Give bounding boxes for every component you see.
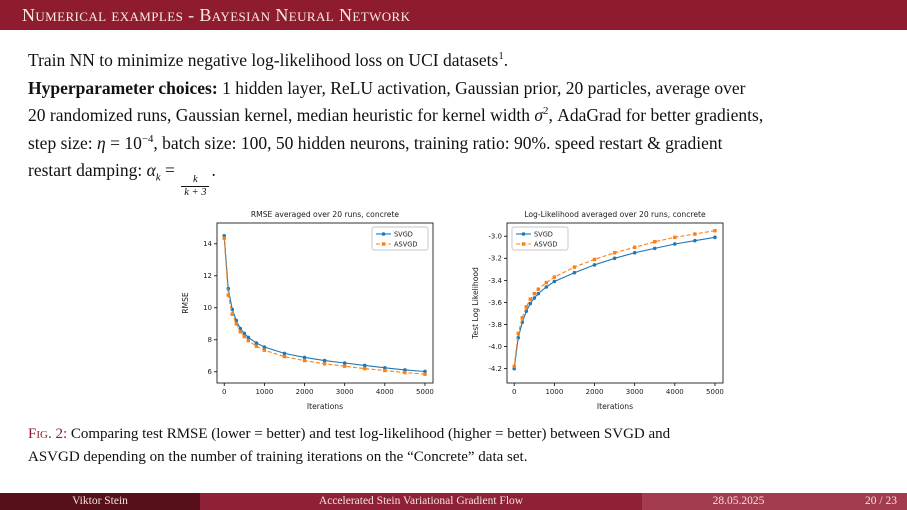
caption-line-1: Comparing test RMSE (lower = better) and… (67, 425, 671, 442)
svg-text:Test Log Likelihood: Test Log Likelihood (471, 267, 480, 340)
svg-text:ASVGD: ASVGD (534, 240, 557, 248)
step-size-exponent: −4 (141, 132, 154, 145)
fraction-denominator: k + 3 (184, 186, 207, 198)
svg-text:10: 10 (203, 304, 212, 312)
footer-author: Viktor Stein (0, 493, 200, 510)
alpha-symbol: α (146, 160, 156, 180)
svg-text:5000: 5000 (416, 388, 434, 396)
figure-label: Fig. 2: (28, 425, 68, 442)
svg-text:-4.0: -4.0 (488, 343, 502, 351)
footer-presentation-title: Accelerated Stein Variational Gradient F… (200, 493, 642, 510)
svg-text:Iterations: Iterations (306, 402, 342, 411)
intro-period: . (503, 50, 509, 70)
slide-header: Numerical examples - Bayesian Neural Net… (0, 0, 907, 30)
eta-symbol: η (97, 132, 106, 153)
hyper-l4-period: . (211, 160, 216, 180)
hyper-line-2: 20 randomized runs, Gaussian kernel, med… (28, 102, 881, 130)
hyper-l3-text: step size: (28, 132, 98, 153)
sigma-symbol: σ (534, 105, 544, 125)
caption-line-2: ASVGD depending on the number of trainin… (28, 448, 528, 465)
equals-sign: = (160, 160, 180, 180)
hyper-l4-text: restart damping: (28, 160, 147, 180)
svg-text:-3.6: -3.6 (488, 299, 502, 307)
svg-text:RMSE averaged over 20 runs, co: RMSE averaged over 20 runs, concrete (250, 210, 399, 219)
svg-text:1000: 1000 (545, 388, 563, 396)
svg-text:-3.8: -3.8 (488, 321, 502, 329)
svg-text:Iterations: Iterations (596, 402, 632, 411)
svg-text:2000: 2000 (295, 388, 313, 396)
intro-line: Train NN to minimize negative log-likeli… (28, 47, 881, 75)
svg-text:ASVGD: ASVGD (394, 240, 417, 248)
svg-text:4000: 4000 (375, 388, 393, 396)
slide-title: Numerical examples - Bayesian Neural Net… (22, 4, 411, 25)
hyper-l2-rest: , AdaGrad for better gradients, (548, 105, 764, 125)
hyper-lead: Hyperparameter choices: (28, 77, 218, 98)
svg-text:8: 8 (207, 336, 211, 344)
svg-text:1000: 1000 (255, 388, 273, 396)
svg-text:-3.2: -3.2 (488, 255, 502, 263)
hyper-line-3: step size: η = 10−4, batch size: 100, 50… (28, 130, 881, 158)
svg-text:RMSE: RMSE (181, 292, 190, 314)
svg-text:3000: 3000 (335, 388, 353, 396)
svg-text:12: 12 (203, 272, 212, 280)
svg-text:0: 0 (221, 388, 225, 396)
svg-text:2000: 2000 (585, 388, 603, 396)
figure-caption: Fig. 2: Comparing test RMSE (lower = bet… (28, 423, 881, 469)
rmse-chart: 0 1000 2000 3000 4000 5000 6 8 10 12 14 RMSE averag… (181, 210, 434, 411)
figure-row: 0 1000 2000 3000 4000 5000 6 8 10 12 14 RMSE averag… (28, 206, 881, 412)
svg-text:0: 0 (511, 388, 515, 396)
hyper-line-1: Hyperparameter choices: 1 hidden layer, … (28, 75, 881, 103)
svg-text:6: 6 (207, 368, 212, 376)
footnote-marker: 1 (498, 50, 504, 63)
svg-text:3000: 3000 (625, 388, 643, 396)
loglikelihood-chart: 0 1000 2000 3000 4000 5000 -4.2 -4.0 -3.8 -3.6 -3.… (471, 210, 724, 411)
hyper-l2-text: 20 randomized runs, Gaussian kernel, med… (28, 105, 535, 125)
svg-text:4000: 4000 (665, 388, 683, 396)
svg-text:-3.4: -3.4 (488, 277, 502, 285)
slide-body: Train NN to minimize negative log-likeli… (0, 30, 907, 469)
footer-bar: Viktor Stein Accelerated Stein Variation… (0, 493, 907, 510)
svg-text:Log-Likelihood averaged over 2: Log-Likelihood averaged over 20 runs, co… (524, 210, 706, 219)
hyper-l3-rest: , batch size: 100, 50 hidden neurons, tr… (153, 132, 723, 153)
svg-text:-3.0: -3.0 (488, 233, 502, 241)
footer-date-box: 28.05.2025 20 / 23 (642, 493, 907, 510)
intro-text: Train NN to minimize negative log-likeli… (28, 50, 499, 70)
alpha-subscript: k (155, 171, 161, 184)
hyper-l1-text: 1 hidden layer, ReLU activation, Gaussia… (217, 77, 746, 98)
footer-date: 28.05.2025 (712, 495, 765, 507)
svg-text:SVGD: SVGD (394, 230, 413, 238)
svg-text:14: 14 (203, 240, 212, 248)
footer-page-number: 20 / 23 (865, 495, 897, 507)
fraction-numerator: k (181, 174, 210, 187)
svg-text:5000: 5000 (706, 388, 724, 396)
sigma-exponent: 2 (543, 105, 549, 118)
svg-text:SVGD: SVGD (534, 230, 553, 238)
step-size-base: = 10 (105, 132, 142, 153)
svg-text:-4.2: -4.2 (488, 365, 502, 373)
